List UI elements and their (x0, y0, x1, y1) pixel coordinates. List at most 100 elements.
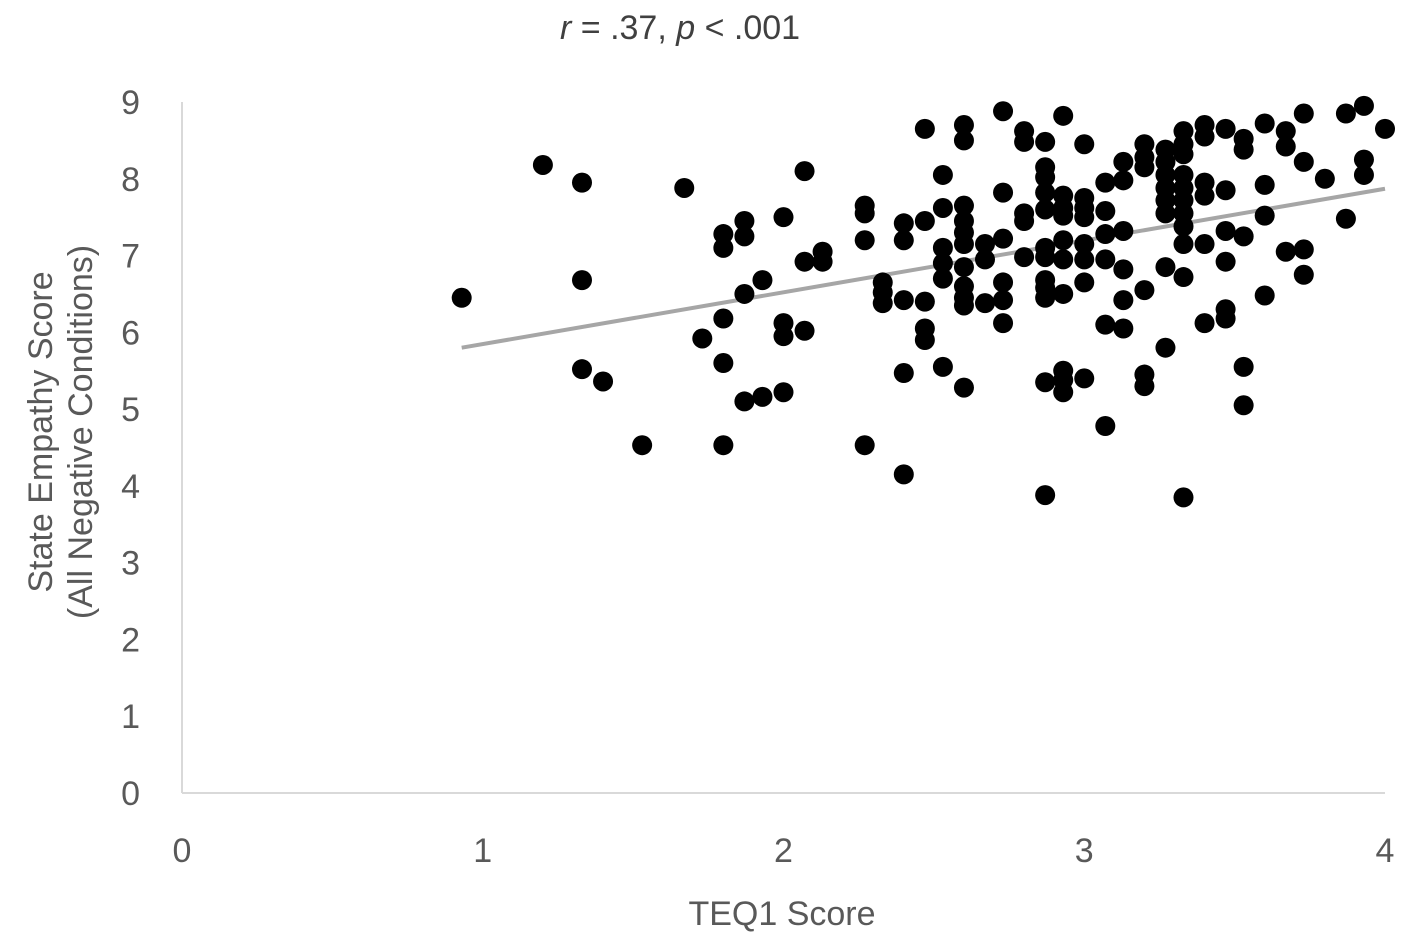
data-point (1215, 308, 1236, 329)
data-point (1215, 220, 1236, 241)
data-point (1215, 118, 1236, 139)
data-point (812, 251, 833, 272)
data-point (773, 207, 794, 228)
data-point (1275, 136, 1296, 157)
data-point (1095, 172, 1116, 193)
data-point (932, 268, 953, 289)
data-point (975, 293, 996, 314)
trendline (461, 186, 1386, 350)
x-tick-label: 3 (1075, 832, 1094, 870)
data-point (794, 251, 815, 272)
data-point (1053, 283, 1074, 304)
data-point (1053, 249, 1074, 270)
data-point (1173, 487, 1194, 508)
data-point (532, 154, 553, 175)
data-point (1215, 180, 1236, 201)
data-point (1074, 368, 1095, 389)
data-point (1233, 226, 1254, 247)
data-point (1353, 149, 1374, 170)
data-point (1074, 234, 1095, 255)
data-point (1035, 485, 1056, 506)
data-point (692, 328, 713, 349)
data-point (953, 295, 974, 316)
x-tick-label: 4 (1376, 832, 1395, 870)
y-tick-label: 4 (121, 468, 140, 506)
data-point (734, 391, 755, 412)
y-tick-label: 2 (121, 621, 140, 659)
data-point (1155, 203, 1176, 224)
data-point (1035, 182, 1056, 203)
data-point (1233, 139, 1254, 160)
data-point (932, 164, 953, 185)
data-point (1134, 157, 1155, 178)
data-point (1194, 313, 1215, 334)
data-point (914, 330, 935, 351)
data-point (1233, 395, 1254, 416)
data-point (893, 213, 914, 234)
data-point (975, 234, 996, 255)
data-point (1095, 416, 1116, 437)
data-point (1113, 151, 1134, 172)
data-point (674, 177, 695, 198)
data-point (794, 320, 815, 341)
data-point (451, 287, 472, 308)
data-point (1113, 259, 1134, 280)
data-point (1155, 337, 1176, 358)
data-point (1134, 280, 1155, 301)
y-axis-title: State Empathy Score (All Negative Condit… (22, 245, 100, 619)
data-point (571, 270, 592, 291)
data-point (773, 382, 794, 403)
y-tick-label: 1 (121, 698, 140, 736)
data-point (893, 290, 914, 311)
data-point (932, 356, 953, 377)
data-point (914, 211, 935, 232)
y-tick-label: 6 (121, 314, 140, 352)
data-point (1095, 314, 1116, 335)
data-point (713, 224, 734, 245)
data-point (1035, 131, 1056, 152)
data-point (593, 371, 614, 392)
data-point (953, 115, 974, 136)
data-point (1194, 185, 1215, 206)
data-point (1014, 211, 1035, 232)
data-point (1053, 382, 1074, 403)
data-point (1375, 118, 1395, 139)
data-point (975, 249, 996, 270)
data-point (953, 234, 974, 255)
data-point (1254, 113, 1275, 134)
data-point (854, 435, 875, 456)
data-point (1035, 287, 1056, 308)
correlation-annotation: r = .37, p < .001 (560, 9, 800, 47)
data-point (1293, 103, 1314, 124)
data-point (893, 464, 914, 485)
data-point (734, 211, 755, 232)
data-point (953, 195, 974, 216)
data-point (932, 237, 953, 258)
data-point (752, 386, 773, 407)
data-point (632, 435, 653, 456)
data-point (713, 435, 734, 456)
data-point (1335, 208, 1356, 229)
r-label: r (560, 9, 573, 47)
data-point (1014, 247, 1035, 268)
data-point (953, 130, 974, 151)
data-point (1254, 285, 1275, 306)
data-point (1173, 267, 1194, 288)
data-point (1113, 318, 1134, 339)
data-point (1095, 249, 1116, 270)
data-point (1275, 241, 1296, 262)
data-point (1113, 170, 1134, 191)
data-point (1113, 220, 1134, 241)
axes (181, 102, 1385, 794)
data-point (713, 237, 734, 258)
data-point (1314, 168, 1335, 189)
data-point (1293, 264, 1314, 285)
data-point (571, 359, 592, 380)
data-point (1194, 126, 1215, 147)
data-point (773, 326, 794, 347)
data-point (932, 197, 953, 218)
data-point (1074, 249, 1095, 270)
data-point (1035, 167, 1056, 188)
data-point (993, 290, 1014, 311)
x-tick-labels: 0 1 2 3 4 (173, 832, 1395, 870)
